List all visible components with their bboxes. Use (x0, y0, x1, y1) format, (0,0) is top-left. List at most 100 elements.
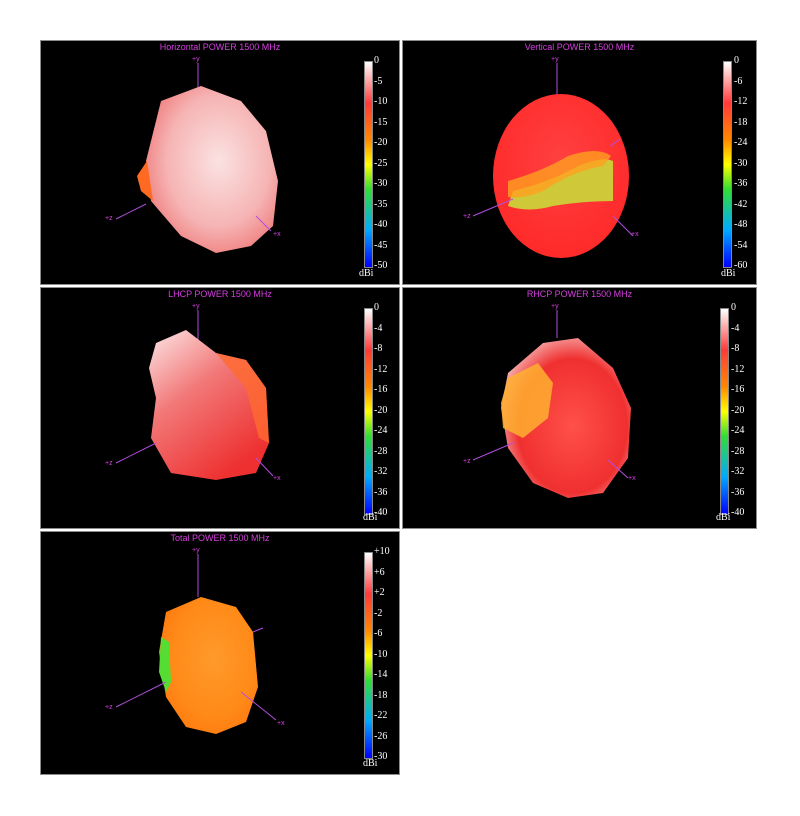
tick-label: -5 (374, 75, 383, 87)
pattern-green-edge (159, 637, 171, 692)
tick-label: -14 (374, 669, 388, 680)
pattern-surface (146, 86, 278, 253)
tick-label: -22 (374, 710, 388, 721)
plot-panel-lhcp: LHCP POWER 1500 MHz +y +z +x 0 -4 -8 -12… (40, 287, 400, 529)
tick-label: -12 (374, 363, 388, 375)
axis-label-x: +x (631, 231, 639, 238)
tick-label: -16 (374, 384, 388, 395)
pattern-plot (472, 63, 634, 258)
tick-label: -50 (374, 260, 388, 271)
tick-label: -2 (374, 607, 383, 619)
colorbar (364, 308, 373, 515)
plot-panel-vertical: Vertical POWER 1500 MHz +y +z +x 0 -6 -1… (402, 40, 757, 285)
pattern-green-band (508, 159, 613, 210)
axis-label-x: +x (277, 720, 285, 727)
tick-label: -30 (734, 157, 748, 169)
z-axis-line (115, 203, 147, 220)
tick-label: 0 (731, 302, 736, 313)
unit-label: dBi (363, 512, 378, 523)
plot-panel-horizontal: Horizontal POWER 1500 MHz +y +z +x 0 -5 … (40, 40, 400, 285)
tick-label: -30 (374, 178, 388, 189)
x-axis-line (240, 691, 277, 721)
tick-label: -40 (374, 507, 388, 518)
pattern-plot (115, 554, 277, 734)
tick-label: -20 (731, 404, 745, 416)
tick-label: +6 (374, 566, 385, 578)
unit-label: dBi (363, 758, 378, 769)
z-axis-line (115, 442, 157, 464)
axis-stub (609, 138, 621, 147)
pattern-yellow-lobe (501, 363, 553, 438)
tick-label: -26 (374, 730, 388, 742)
tick-label: -24 (374, 425, 388, 436)
tick-label: -4 (731, 322, 740, 334)
tick-label: -28 (731, 445, 745, 457)
axis-label-y: +y (192, 56, 200, 63)
tick-label: -10 (374, 648, 388, 660)
tick-label: -32 (374, 466, 388, 477)
x-axis-line (255, 457, 274, 477)
x-axis-line (607, 459, 629, 479)
axis-label-x: +x (273, 475, 281, 482)
tick-label: -12 (734, 96, 748, 107)
tick-label: -36 (731, 486, 745, 498)
tick-label: -12 (731, 363, 745, 375)
tick-label: +10 (374, 546, 390, 557)
pattern-edge (216, 353, 269, 443)
tick-label: -36 (734, 178, 748, 189)
pattern-plot (115, 310, 274, 480)
plot-title: Total POWER 1500 MHz (170, 533, 270, 543)
tick-label: +2 (374, 587, 385, 598)
tick-label: -60 (734, 260, 748, 271)
unit-label: dBi (716, 512, 731, 523)
axis-label-y: +y (551, 303, 559, 310)
pattern-plot (115, 63, 278, 253)
tick-label: -20 (374, 137, 388, 148)
colorbar (364, 552, 373, 759)
pattern-surface (159, 597, 258, 734)
tick-label: -30 (374, 751, 388, 762)
x-axis-line (612, 215, 634, 237)
tick-label: -6 (374, 628, 383, 639)
plot-title: Horizontal POWER 1500 MHz (159, 42, 281, 52)
plot-panel-total: Total POWER 1500 MHz +y +z +x +10 +6 +2 … (40, 531, 400, 775)
axis-stub (252, 627, 264, 633)
unit-label: dBi (721, 268, 736, 279)
axis-label-x: +x (273, 231, 281, 238)
pattern-side (137, 161, 153, 201)
pattern-orange-band (508, 151, 611, 198)
tick-label: -45 (374, 239, 388, 251)
tick-label: -18 (734, 116, 748, 128)
tick-label: -40 (731, 507, 745, 518)
tick-label: -35 (374, 198, 388, 210)
tick-label: -8 (374, 343, 383, 354)
tick-label: 0 (374, 55, 379, 66)
plot-title: RHCP POWER 1500 MHz (526, 289, 633, 299)
tick-label: -8 (731, 343, 740, 354)
plot-panel-rhcp: RHCP POWER 1500 MHz +y +z +x 0 -4 -8 -12… (402, 287, 757, 529)
axis-label-z: +z (105, 704, 113, 711)
pattern-plot (472, 310, 631, 498)
colorbar (720, 308, 729, 515)
colorbar (723, 61, 732, 268)
axis-label-y: +y (192, 547, 200, 554)
axis-label-y: +y (192, 303, 200, 310)
z-axis-line (472, 198, 514, 217)
unit-label: dBi (359, 268, 374, 279)
axis-label-z: +z (463, 213, 471, 220)
tick-label: -15 (374, 116, 388, 128)
plot-title: Vertical POWER 1500 MHz (524, 42, 635, 52)
tick-label: 0 (734, 55, 739, 66)
colorbar (364, 61, 373, 268)
tick-label: -25 (374, 157, 388, 169)
tick-label: -4 (374, 322, 383, 334)
plot-title: LHCP POWER 1500 MHz (168, 289, 272, 299)
tick-label: -28 (374, 445, 388, 457)
axis-label-z: +z (105, 460, 113, 467)
tick-label: 0 (374, 302, 379, 313)
tick-label: -20 (374, 404, 388, 416)
tick-label: -54 (734, 239, 748, 251)
tick-label: -6 (734, 75, 743, 87)
x-axis-line (255, 215, 272, 232)
z-axis-line (115, 681, 167, 708)
